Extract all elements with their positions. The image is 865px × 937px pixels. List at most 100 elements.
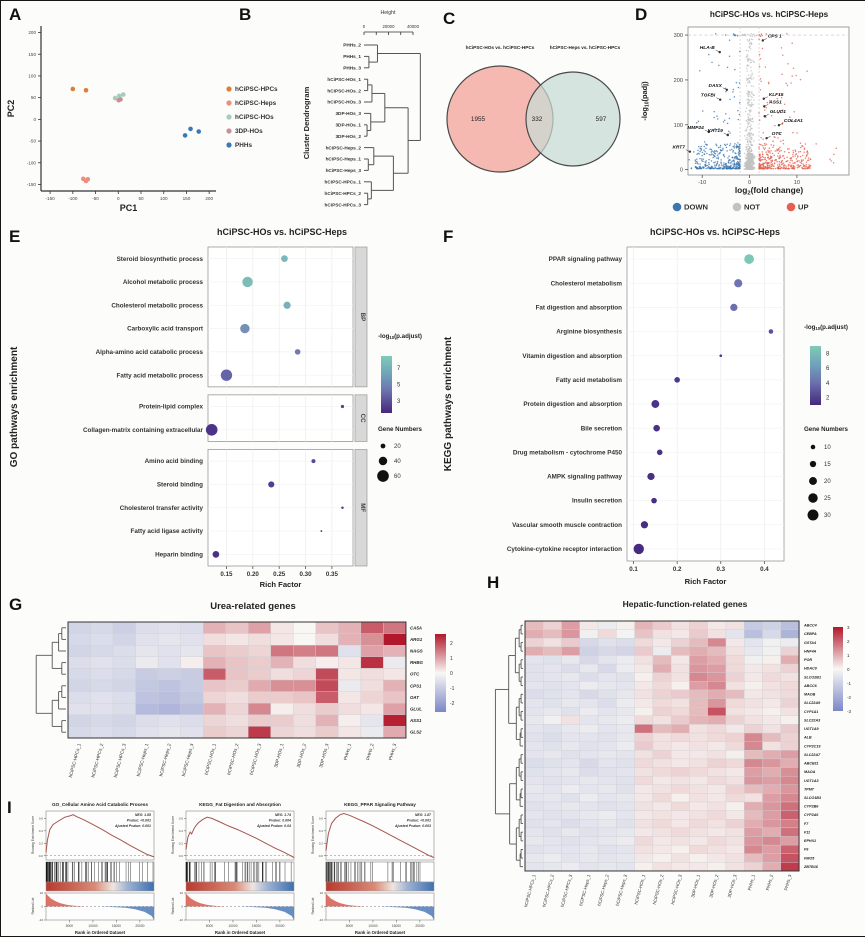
panel-letter-d: D [635,5,648,24]
size-legend-title: Gene Numbers [804,426,849,433]
svg-text:GLUL: GLUL [410,707,422,712]
svg-text:0: 0 [450,671,453,677]
svg-text:HNF4A: HNF4A [804,649,817,653]
svg-text:MAOB: MAOB [804,693,816,697]
gsea-title: KEGG_Fat Digestion and Absorption [199,802,281,807]
svg-text:hCiPSC-HOs_3: hCiPSC-HOs_3 [670,873,683,905]
dotplot-dot [240,323,250,334]
heatmap-title: Hepatic-function-related genes [623,599,748,609]
svg-text:6: 6 [826,366,830,372]
svg-text:10: 10 [180,891,184,895]
svg-text:CEBPA: CEBPA [804,632,817,636]
svg-text:UGT1A3: UGT1A3 [804,779,819,783]
svg-text:hCiPSC-HPCs_1: hCiPSC-HPCs_1 [68,743,82,779]
dotplot-dot [320,530,323,532]
svg-text:Cholesterol transfer activity: Cholesterol transfer activity [120,505,204,512]
svg-text:0.0: 0.0 [179,854,184,858]
svg-text:0.0: 0.0 [39,854,44,858]
svg-text:0.4: 0.4 [39,829,44,833]
dotplot-dot [656,449,663,456]
svg-text:CPS1: CPS1 [410,683,422,688]
gsea-xlabel: Rank in Ordered Dataset [355,930,406,935]
svg-text:hCiPSC-HOs_3: hCiPSC-HOs_3 [249,743,262,776]
svg-text:F9: F9 [804,848,809,852]
svg-text:CYP2A6: CYP2A6 [804,813,819,817]
heatmap-col-labels: hCiPSC-HPCs_1 hCiPSC-HPCs_2 hCiPSC-HPCs_3 h… [523,873,792,907]
svg-text:CYP2C19: CYP2C19 [804,744,821,748]
svg-text:PHHs_2: PHHs_2 [365,743,374,761]
svg-text:hCiPSC-HPCs_3: hCiPSC-HPCs_3 [113,743,127,779]
svg-text:0.6: 0.6 [39,817,44,821]
svg-text:OTC: OTC [772,131,783,137]
svg-text:200: 200 [205,196,213,201]
svg-text:0: 0 [33,117,36,122]
svg-text:10000: 10000 [368,924,377,928]
svg-text:KLF15: KLF15 [769,92,784,98]
svg-text:KRT19: KRT19 [708,128,723,134]
svg-text:ALB: ALB [803,736,812,740]
svg-text:hCiPSC-HOs_3: hCiPSC-HOs_3 [327,100,361,105]
gsea-ranked-negative [102,906,154,920]
svg-text:3DP-HOs: 3DP-HOs [235,128,263,135]
svg-text:Steroid binding: Steroid binding [157,482,203,489]
gsea-es-ylabel: Running Enrichment Score [171,816,175,854]
venn-overlap-value: 332 [532,116,543,123]
svg-text:Cholesterol metabolism: Cholesterol metabolism [551,280,623,287]
dendrogram-leaf-labels: PHHs_2 PHHs_1 PHHs_3 hCiPSC-HOs_1 hCiPSC-HOs… [325,43,362,208]
svg-text:hCiPSC-Heps_2: hCiPSC-Heps_2 [597,873,610,906]
svg-text:hCiPSC-Heps_3: hCiPSC-Heps_3 [326,168,362,173]
heatmap-col-labels: hCiPSC-HPCs_1 hCiPSC-HPCs_2 hCiPSC-HPCs_3 h… [68,743,397,779]
svg-text:2: 2 [826,396,830,402]
dotplot-dot [647,472,655,481]
gsea-es-curve [45,814,155,858]
svg-text:GLUD1: GLUD1 [770,109,787,115]
svg-text:5000: 5000 [206,924,214,928]
svg-text:OAT: OAT [410,695,419,700]
dotplot-dot [719,354,723,357]
svg-text:Drug metabolism - cytochrome P: Drug metabolism - cytochrome P450 [513,449,623,456]
svg-text:Carboxylic acid transport: Carboxylic acid transport [127,326,204,333]
svg-text:hCiPSC-Heps_1: hCiPSC-Heps_1 [326,157,362,162]
color-legend-bar [381,356,392,413]
dotplot-dot [220,369,233,381]
svg-text:10: 10 [794,180,800,186]
urea-genes-heatmap: Urea-related genes CA5A ARG1 NAGS RHBG OTC CPS… [35,601,455,779]
svg-text:Collagen-matrix containing ext: Collagen-matrix containing extracellular [83,427,204,434]
svg-text:300: 300 [674,33,683,39]
panel-letter-g: G [9,595,23,614]
svg-text:GLS2: GLS2 [410,730,422,735]
venn-right-circle [525,71,621,167]
svg-text:60: 60 [394,474,401,480]
gsea-es-curve [325,812,435,858]
svg-text:3DP-HOs_1: 3DP-HOs_1 [335,123,361,128]
svg-text:0: 0 [117,196,120,201]
pca-axes: -150 -100 -50 0 50 100 150 200 -150 -100 -50 0 50 100… [27,26,216,201]
svg-text:HLA-B: HLA-B [700,45,715,51]
color-legend-title: -log10(p.adjust) [378,333,422,340]
panel-letter-b: B [239,5,252,24]
svg-text:Steroid biosynthetic process: Steroid biosynthetic process [117,256,204,263]
svg-text:hCiPSC-HOs_1: hCiPSC-HOs_1 [327,77,361,82]
dotplot-dot [294,349,301,355]
svg-text:0: 0 [363,24,366,29]
pca-legend: hCiPSC-HPCs hCiPSC-Heps hCiPSC-HOs 3DP-HOs P… [226,86,278,149]
pca-points [70,86,202,184]
svg-text:30: 30 [824,513,831,519]
svg-text:3DP-HOs_2: 3DP-HOs_2 [708,873,719,898]
panel-letter-h: H [487,573,500,592]
dotplot-dot [653,424,660,432]
svg-text:SLC22A3: SLC22A3 [804,718,821,722]
gsea-es-ylabel: Running Enrichment Score [311,816,315,854]
svg-text:SLCO1B3: SLCO1B3 [804,796,822,800]
svg-text:4: 4 [826,381,830,387]
svg-text:3DP-HOs_3: 3DP-HOs_3 [318,743,329,769]
svg-text:NES: 1.74: NES: 1.74 [275,813,291,817]
svg-text:40000: 40000 [407,24,420,29]
svg-text:RHBG: RHBG [410,660,424,665]
svg-text:ZBTB16: ZBTB16 [803,865,819,869]
svg-text:0.6: 0.6 [319,817,324,821]
svg-text:Vitamin digestion and absorpti: Vitamin digestion and absorption [522,353,622,360]
svg-text:PPAR signaling pathway: PPAR signaling pathway [549,256,623,263]
venn-right-value: 597 [596,116,607,123]
